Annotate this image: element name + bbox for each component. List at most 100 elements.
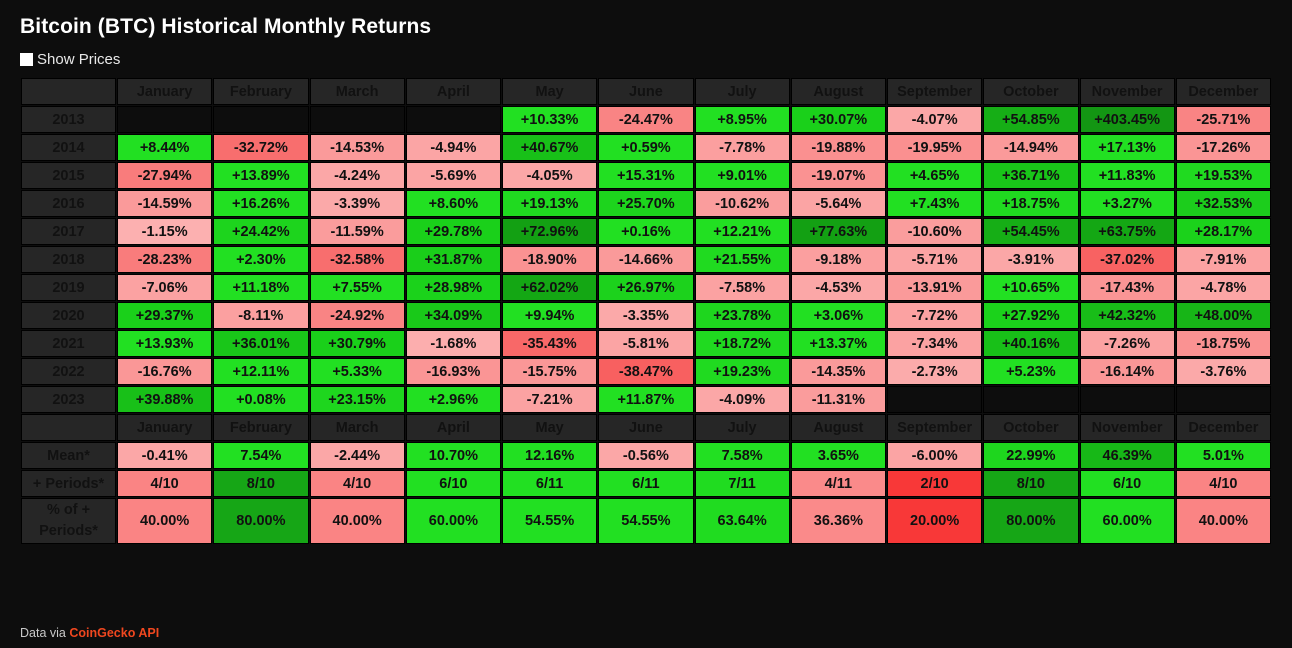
show-prices-control[interactable]: Show Prices	[0, 40, 1292, 68]
row-label-2015: 2015	[21, 162, 116, 189]
row-label-2018: 2018	[21, 246, 116, 273]
cell-periods-september: 2/10	[887, 470, 983, 497]
column-header-august: August	[790, 78, 886, 105]
cell-mean-july: 7.58%	[694, 442, 790, 469]
cell-2016-june: +25.70%	[598, 190, 694, 217]
cell-periods-may: 6/11	[502, 470, 598, 497]
cell-2014-july: -7.78%	[694, 134, 790, 161]
cell-2017-june: +0.16%	[598, 218, 694, 245]
cell-2014-may: +40.67%	[502, 134, 598, 161]
cell-2014-november: +17.13%	[1079, 134, 1175, 161]
cell-2018-may: -18.90%	[502, 246, 598, 273]
cell-2020-january: +29.37%	[117, 302, 213, 329]
cell-2022-november: -16.14%	[1079, 358, 1175, 385]
monthly-returns-heatmap-table: January February March April May June July Augu…	[20, 77, 1272, 545]
cell-mean-may: 12.16%	[502, 442, 598, 469]
cell-2020-july: +23.78%	[694, 302, 790, 329]
cell-of-periods-october: 80.00%	[983, 498, 1079, 544]
cell-2016-august: -5.64%	[790, 190, 886, 217]
cell-2023-july: -4.09%	[694, 386, 790, 413]
cell-2014-april: -4.94%	[405, 134, 501, 161]
cell-2018-august: -9.18%	[790, 246, 886, 273]
column-header-june-bottom: June	[598, 414, 694, 441]
cell-2022-february: +12.11%	[213, 358, 309, 385]
table-row: 2016 -14.59% +16.26% -3.39% +8.60% +19.13% +25…	[21, 190, 1271, 217]
cell-2019-october: +10.65%	[983, 274, 1079, 301]
cell-periods-april: 6/10	[405, 470, 501, 497]
cell-2022-october: +5.23%	[983, 358, 1079, 385]
cell-empty	[983, 386, 1079, 413]
column-header-september: September	[887, 78, 983, 105]
column-header-july-bottom: July	[694, 414, 790, 441]
cell-2021-january: +13.93%	[117, 330, 213, 357]
row-label-2016: 2016	[21, 190, 116, 217]
cell-mean-january: -0.41%	[117, 442, 213, 469]
column-header-november: November	[1079, 78, 1175, 105]
cell-2016-march: -3.39%	[309, 190, 405, 217]
column-header-march: March	[309, 78, 405, 105]
table-row: 2022 -16.76% +12.11% +5.33% -16.93% -15.75% -3…	[21, 358, 1271, 385]
cell-2015-march: -4.24%	[309, 162, 405, 189]
row-label-2019: 2019	[21, 274, 116, 301]
page-title: Bitcoin (BTC) Historical Monthly Returns	[20, 15, 432, 38]
summary-row-label: % of + Periods*	[21, 498, 116, 544]
table-row: 2017 -1.15% +24.42% -11.59% +29.78% +72.96% +0…	[21, 218, 1271, 245]
cell-2018-april: +31.87%	[405, 246, 501, 273]
cell-2018-july: +21.55%	[694, 246, 790, 273]
cell-periods-december: 4/10	[1175, 470, 1271, 497]
cell-2020-june: -3.35%	[598, 302, 694, 329]
cell-2015-november: +11.83%	[1079, 162, 1175, 189]
cell-2014-march: -14.53%	[309, 134, 405, 161]
cell-2019-august: -4.53%	[790, 274, 886, 301]
cell-2018-september: -5.71%	[887, 246, 983, 273]
cell-of-periods-december: 40.00%	[1175, 498, 1271, 544]
table-body: 2013 +10.33% -24.47% +8.95% +30.07% -4.07% +54…	[21, 106, 1271, 544]
cell-2014-september: -19.95%	[887, 134, 983, 161]
cell-2018-january: -28.23%	[117, 246, 213, 273]
cell-2016-april: +8.60%	[405, 190, 501, 217]
column-header-may: May	[502, 78, 598, 105]
cell-empty	[1079, 386, 1175, 413]
cell-2021-june: -5.81%	[598, 330, 694, 357]
column-header-january: January	[117, 78, 213, 105]
cell-2013-june: -24.47%	[598, 106, 694, 133]
cell-2017-april: +29.78%	[405, 218, 501, 245]
cell-2018-november: -37.02%	[1079, 246, 1175, 273]
column-header-february-bottom: February	[213, 414, 309, 441]
cell-2020-november: +42.32%	[1079, 302, 1175, 329]
cell-2023-may: -7.21%	[502, 386, 598, 413]
cell-2015-july: +9.01%	[694, 162, 790, 189]
cell-2013-september: -4.07%	[887, 106, 983, 133]
cell-empty	[405, 106, 501, 133]
column-header-september-bottom: September	[887, 414, 983, 441]
cell-of-periods-july: 63.64%	[694, 498, 790, 544]
returns-table-container: January February March April May June July Augu…	[0, 68, 1292, 545]
cell-2015-october: +36.71%	[983, 162, 1079, 189]
cell-2021-july: +18.72%	[694, 330, 790, 357]
show-prices-checkbox[interactable]	[20, 53, 33, 66]
table-row: 2015 -27.94% +13.89% -4.24% -5.69% -4.05% +15.…	[21, 162, 1271, 189]
column-header-february: February	[213, 78, 309, 105]
cell-2017-march: -11.59%	[309, 218, 405, 245]
cell-2021-october: +40.16%	[983, 330, 1079, 357]
cell-empty	[213, 106, 309, 133]
cell-2022-january: -16.76%	[117, 358, 213, 385]
cell-mean-february: 7.54%	[213, 442, 309, 469]
cell-2021-november: -7.26%	[1079, 330, 1175, 357]
row-label-2017: 2017	[21, 218, 116, 245]
show-prices-label[interactable]: Show Prices	[37, 51, 121, 68]
summary-row: + Periods* 4/10 8/10 4/10 6/10 6/11 6/11 7/11 4/…	[21, 470, 1271, 497]
cell-2015-december: +19.53%	[1175, 162, 1271, 189]
coingecko-api-link[interactable]: CoinGecko API	[69, 626, 160, 640]
cell-2021-april: -1.68%	[405, 330, 501, 357]
cell-periods-february: 8/10	[213, 470, 309, 497]
cell-2023-february: +0.08%	[213, 386, 309, 413]
table-row: 2021 +13.93% +36.01% +30.79% -1.68% -35.43% -5…	[21, 330, 1271, 357]
cell-2022-april: -16.93%	[405, 358, 501, 385]
cell-2017-january: -1.15%	[117, 218, 213, 245]
cell-2018-february: +2.30%	[213, 246, 309, 273]
cell-2016-may: +19.13%	[502, 190, 598, 217]
row-label-2023: 2023	[21, 386, 116, 413]
cell-2019-february: +11.18%	[213, 274, 309, 301]
